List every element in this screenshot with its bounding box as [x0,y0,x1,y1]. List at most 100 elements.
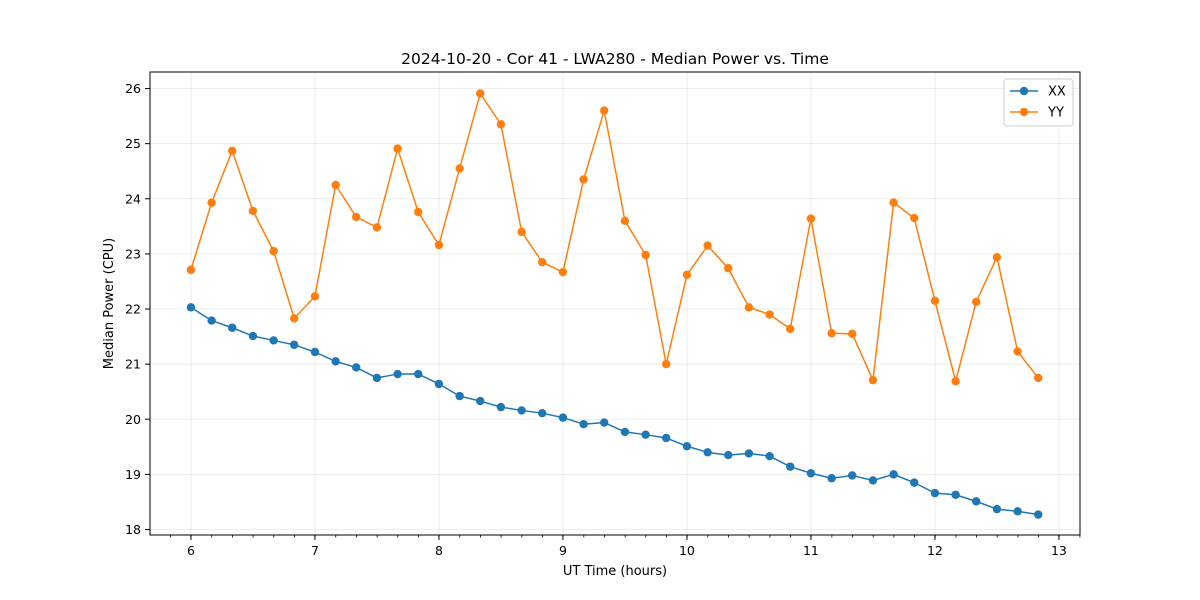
data-point-yy [765,310,774,319]
data-point-xx [228,323,237,332]
data-point-xx [703,448,712,457]
y-tick-label: 19 [125,467,141,482]
data-point-yy [992,253,1002,262]
data-point-xx [992,504,1002,514]
x-tick-label: 6 [187,543,195,558]
data-point-xx [331,357,340,366]
data-point-yy [827,329,836,338]
y-axis-label: Median Power (CPU) [102,238,117,369]
grid [150,72,1080,535]
data-point-xx [868,476,878,485]
chart-title: 2024-10-20 - Cor 41 - LWA280 - Median Po… [401,50,829,68]
data-point-xx [538,408,547,418]
data-point-yy [393,144,402,153]
data-point-xx [434,379,444,389]
data-point-yy [662,359,671,369]
legend: XX YY [1003,78,1074,127]
legend-marker [1019,86,1029,96]
data-point-yy [269,246,278,256]
data-point-yy [806,214,816,223]
data-point-xx [455,391,464,401]
series-layer [186,89,1043,519]
data-point-yy [248,206,258,216]
x-axis-label: UT Time (hours) [563,564,667,579]
data-point-yy [786,324,795,334]
data-point-xx [248,331,258,341]
x-tick-label: 11 [803,543,819,558]
data-point-xx [806,469,816,478]
data-point-yy [972,297,981,307]
legend-entry-xx: XX [1010,85,1066,100]
data-point-yy [703,241,712,250]
data-point-yy [620,216,630,226]
data-point-xx [579,420,588,429]
data-point-yy [372,223,382,232]
data-point-yy [558,267,568,277]
y-tick-label: 21 [125,357,141,372]
data-point-xx [641,430,650,439]
data-point-yy [889,198,898,207]
data-point-xx [600,418,609,427]
data-point-yy [951,377,960,386]
x-tick-label: 12 [927,543,943,558]
x-tick-label: 9 [559,543,567,558]
data-point-yy [228,146,237,156]
data-point-xx [744,449,754,458]
y-tick-label: 20 [125,412,141,427]
data-point-yy [538,257,547,267]
data-point-yy [331,180,340,190]
data-point-xx [496,402,506,412]
data-point-xx [951,490,960,499]
data-point-xx [786,462,795,471]
data-point-xx [1013,507,1022,516]
x-tick-label: 7 [311,543,319,558]
data-point-xx [889,470,898,479]
data-point-yy [352,212,361,222]
data-point-yy [1034,373,1043,383]
series-yy [186,89,1043,386]
data-point-yy [868,375,878,385]
x-tick-label: 8 [435,543,443,558]
data-point-yy [724,264,733,273]
data-point-xx [558,413,568,422]
data-point-xx [682,442,692,451]
data-point-xx [207,316,216,325]
y-tick-label: 18 [125,522,141,537]
data-point-yy [517,227,526,237]
data-point-yy [641,250,650,260]
y-tick-label: 24 [125,191,141,206]
data-point-yy [848,329,857,339]
data-point-xx [662,433,671,443]
data-point-xx [414,369,423,379]
data-point-yy [1013,347,1022,356]
data-point-xx [848,471,857,480]
x-tick-label: 13 [1051,543,1067,558]
data-point-xx [310,347,320,357]
data-point-xx [972,497,981,506]
data-point-xx [724,450,733,460]
data-point-xx [910,478,919,487]
legend-entry-yy: YY [1010,106,1064,121]
data-point-yy [186,265,196,275]
data-point-yy [207,198,216,207]
data-point-yy [455,164,464,173]
y-tick-label: 25 [125,136,141,151]
data-point-xx [930,488,940,498]
data-point-xx [352,363,361,372]
y-tick-label: 23 [125,246,141,261]
axis-ticks: 6 7 8 9 10 11 12 13 18 19 20 21 22 23 24 25 26 [125,81,1081,558]
data-point-yy [290,314,299,323]
data-point-xx [372,373,382,383]
data-point-xx [517,406,526,415]
series-line-yy [190,92,1039,382]
y-tick-label: 26 [125,81,141,96]
series-xx [186,303,1043,519]
data-point-xx [476,396,485,406]
x-tick-label: 10 [679,543,695,558]
legend-marker [1019,107,1029,117]
data-point-yy [910,213,919,223]
data-point-yy [476,89,485,98]
data-point-xx [827,474,836,483]
y-tick-label: 22 [125,302,141,317]
